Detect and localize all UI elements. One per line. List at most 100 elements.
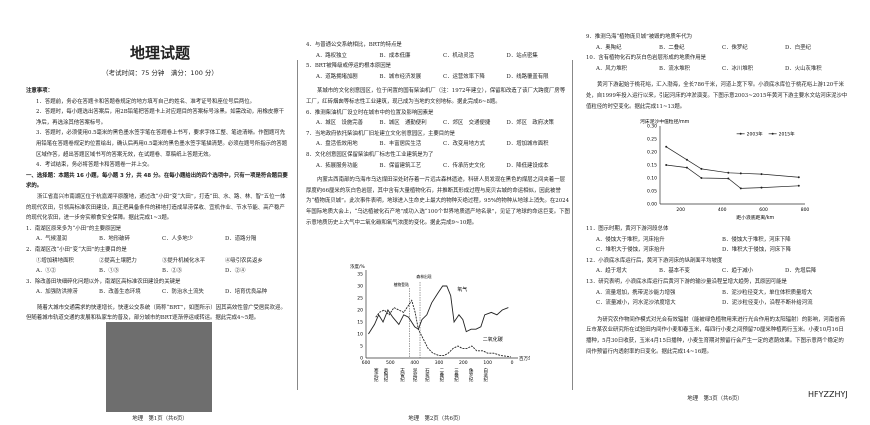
q2-options: A．①② B．①③ B．②③ D．②④ [26,266,288,277]
page-divider-left [297,60,298,390]
notes-heading: 注意事项： [26,88,53,94]
q11-option-b: B．侵蚀大于堆积，河床下降 [722,236,791,243]
legend-marker [739,132,742,135]
q3-option-b: B．改善生态环境 [99,289,141,296]
note-1: 1．答题前，务必在答题卡和答题卷规定的地方填写自己的姓名、准考证号和座位号后两位… [36,98,256,105]
section-heading: 一、选择题：本题共 16 小题，每小题 3 分，共 48 分。在每小题给出的四个… [26,172,288,190]
q8-option-d: D．降低建设成本 [506,162,549,169]
q8-stem: 8．文化创意园区保留柴油机厂标志性工业建筑是为了 [306,151,434,158]
period-label: 二叠纪 [439,368,444,382]
page-3-text-bottom: 11．图示时期，黄河下游河段总体 A．侵蚀大于堆积，河床抬升 B．侵蚀大于堆积，河… [586,224,848,357]
passage-4: 内蒙古西南部的乌海市乌达煤田深处封存着一片远古森林遗迹，科研人员发现在黑色的煤层… [306,177,570,226]
q5-option-a: A．道路拥堵加剧 [316,73,358,80]
q4-option-a: A．路权独立 [316,52,347,59]
q1-option-c: C．人多地少 [162,236,194,243]
sediment-grain-size-chart: 河床泥沙中值粒径/mm 0.00 0.05 0.10 0.15 0.20 0.25 0.30 2… [640,118,810,221]
q3-stem: 3．除改善田块细碎化问题以外，南湖区高标准农田建设的关键是 [26,278,181,285]
q9-stem: 9．推测乌海“植物庞贝城”被毁的地质年代为 [586,34,692,40]
q4-option-d: D．站点密集 [506,52,538,59]
q6-options: A．城区 设施完善 B．城区 通勤便利 C．郊区 交通便捷 D．郊区 政府决策 [306,118,570,129]
legend-marker [771,132,774,135]
q11-option-c: C．堆积大于侵蚀，河床抬升 [596,247,665,254]
q2-option-a: A．①② [36,268,57,275]
q12-options: A．趋于增大 B．基本不变 C．趋于减小 D．先增后降 [586,266,848,277]
y-tick-label: 0.25 [647,137,657,143]
page-title: 地理试题 [129,44,190,62]
q7-stem: 7．当地政府依托柴油机厂旧址建立文化创意园区，主要目的是 [306,130,455,137]
q7-option-d: D．增加城市面积 [506,141,549,148]
passage-1: 浙江省嘉兴市南湖区位于杭嘉湖平原腹地，通过改“小田”变“大田”，打造“田、水、路… [26,193,286,222]
q10-option-b: B．流水堆积 [659,65,690,72]
period-label: 白垩纪 [483,367,488,382]
q13-option-a: A．流量增加，携带泥沙能力增强 [596,289,676,296]
passage-5: 黄河下游起始于桃花峪，汇入渤海，全长786千米，河道上宽下窄。小浪底水库位于桃花… [586,82,848,110]
period-label: 侏罗纪 [468,367,473,382]
q9-option-b: B．二叠纪 [659,44,685,51]
q5-option-d: D．线路覆盖有限 [506,73,549,80]
data-point [797,184,800,187]
q11-options: A．侵蚀大于堆积，河床抬升 B．侵蚀大于堆积，河床下降 C．堆积大于侵蚀，河床抬升 D… [586,235,848,256]
data-point [727,177,730,180]
y-axis-label: 河床泥沙中值粒径/mm [640,118,690,125]
passage-6: 为研究农作物间作模式对光合有效辐射（能被绿色植物用来进行光合作用的太阳辐射）的影… [586,316,845,355]
page-1: 地理试题 （考试时间：75 分钟 满分：100 分） 注意事项： 1．答题前，务… [0,0,290,424]
page-2-footer: 地理 第2页（共6页） [408,416,464,422]
paper-code: HFYZZHYJ [808,390,848,399]
data-point [700,177,703,179]
q3-option-d: D．培育优良品种 [225,289,268,296]
q11-option-d: D．堆积大于侵蚀，河床下降 [722,247,792,254]
data-point [665,145,668,148]
y-axis-label: 浓度/% [350,263,366,270]
period-label: 奥陶纪 [383,367,388,382]
page-1-footer: 地理 第1页（共6页） [132,416,188,422]
period-label: 泥盆纪 [412,367,417,382]
q5-stem: 5．BRT被降级或停运的根本原因是 [306,63,392,70]
q2-item-3: ③提升机械化水平 [162,257,206,264]
event-marker-label: 植物登陆 [394,282,409,287]
data-point [797,176,800,179]
exam-info: （考试时间：75 分钟 满分：100 分） [102,69,218,77]
series-label-oxygen: 氧气 [457,286,467,293]
note-3: 3．答题时，必须使用0.5毫米的黑色墨水签字笔在答题卷上书写，要求字体工整、笔迹… [36,130,288,158]
legend-label: 2003年 [747,130,763,137]
q2-option-c: B．②③ [162,268,183,275]
data-point [685,158,688,161]
q9-option-d: D．白垩纪 [785,44,811,51]
q7-options: A．盘活低效用地 B．丰富居民生活 C．改变用地方式 D．增加城市面积 [306,139,570,150]
q3-option-a: A．加强防洪排涝 [36,289,78,296]
q2-option-b: B．①③ [99,268,120,275]
note-4: 4．考试结束，务必将答题卡和答题卷一并上交。 [36,162,153,169]
q9-option-a: A．奥陶纪 [596,44,622,51]
q2-item-4: ④吸引农民返乡 [225,257,263,264]
q13-option-b: B．泥沙粒径变大，单位体积质量增大 [722,289,813,296]
data-point [700,167,703,170]
data-point [685,166,688,169]
q12-option-d: D．先增后降 [785,268,817,275]
q9-options: A．奥陶纪 B．二叠纪 C．侏罗纪 D．白垩纪 [586,43,848,54]
q13-option-d: D．泥沙粒径变小，沿程不断补给河流 [722,300,813,307]
x-tick-label: 600 [362,360,371,366]
y-tick-label: 0.15 [647,163,657,169]
q13-option-c: C．流量减小，河水泥沙浓度增大 [596,300,676,307]
q8-options: A．拓展服务功能 B．保留建筑工艺 C．传承历史文化 D．降低建设成本 [306,161,570,172]
y-tick-label: 0.30 [647,124,657,130]
y-tick-label: 30 [357,284,363,290]
q6-option-b: B．城区 通勤便利 [379,120,427,127]
x-tick-label: 400 [410,360,419,366]
q6-option-a: A．城区 设施完善 [316,120,364,127]
page-2: 4．与普通公交系统相比，BRT的特点是 A．路权独立 B．成本低廉 C．机动灵活 D．… [300,0,572,424]
series-line-2015年 [666,164,799,189]
q4-option-c: C．机动灵活 [443,52,475,59]
q4-stem: 4．与普通公交系统相比，BRT的特点是 [306,42,402,48]
passage-2: 随着大城市交通需求的快速增长，快速公交系统（简称“BRT”，如图所示）因其高效性… [26,304,286,322]
page-divider-right [572,60,573,390]
q7-option-c: C．改变用地方式 [443,141,485,148]
y-tick-label: 35 [357,272,363,278]
q1-options: A．气候湿润 B．地形破碎 C．人多地少 D．道路分隔 [26,234,288,245]
q10-options: A．风力堆积 B．流水堆积 C．冰川堆积 D．火山灰堆积 [586,64,848,75]
q11-stem: 11．图示时期，黄河下游河段总体 [586,226,669,232]
brt-photo [106,322,212,412]
page-3-text-top: 9．推测乌海“植物庞贝城”被毁的地质年代为 A．奥陶纪 B．二叠纪 C．侏罗纪 D．白… [586,32,848,112]
q1-option-d: D．道路分隔 [225,236,257,243]
x-tick-label: 800 [801,207,810,213]
